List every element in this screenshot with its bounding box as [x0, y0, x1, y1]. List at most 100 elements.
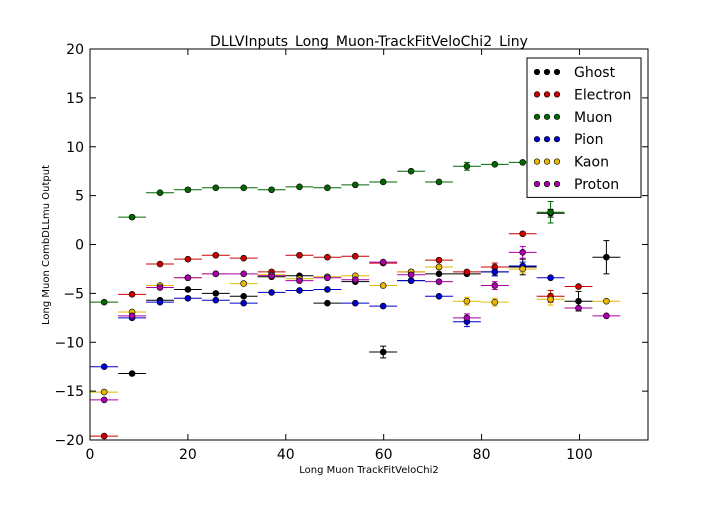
data-point [128, 213, 136, 221]
chart-title: DLLVInputs_Long_Muon-TrackFitVeloChi2_Li… [210, 34, 528, 50]
data-point [603, 297, 610, 305]
data-point [100, 363, 108, 370]
data-point [100, 298, 108, 306]
data-point [407, 271, 415, 279]
data-point [519, 249, 526, 256]
x-axis-label: Long Muon TrackFitVeloChi2 [299, 465, 438, 476]
data-point [212, 251, 220, 259]
data-point [240, 280, 247, 287]
legend-marker [543, 68, 551, 76]
legend-marker [533, 136, 541, 143]
data-point [519, 159, 526, 166]
data-point [603, 312, 610, 320]
data-point [351, 181, 359, 189]
legend: Ghost Electron Muon Pion Kaon Proton [526, 57, 642, 198]
data-point [491, 161, 499, 168]
data-point [324, 274, 331, 282]
legend-marker [553, 158, 561, 165]
data-point [435, 293, 443, 300]
legend-label: Proton [574, 177, 619, 193]
y-tick-label: 0 [75, 238, 84, 254]
data-point [463, 268, 471, 276]
data-point [491, 298, 499, 306]
data-point [547, 274, 554, 282]
data-point [407, 167, 415, 175]
data-point [491, 282, 499, 289]
legend-marker [543, 158, 551, 165]
data-point [575, 297, 582, 305]
data-point [575, 304, 582, 312]
legend-marker [553, 113, 561, 120]
y-tick-label: −20 [54, 433, 84, 449]
legend-marker [533, 91, 541, 98]
y-tick-label: 5 [75, 189, 84, 205]
data-point [212, 184, 220, 192]
data-point [296, 251, 303, 259]
legend-marker [533, 158, 541, 165]
data-point [379, 258, 387, 266]
data-point [351, 252, 359, 260]
data-point [100, 388, 108, 396]
data-point [575, 283, 582, 290]
data-point [519, 265, 526, 273]
data-point [128, 312, 136, 320]
legend-marker [533, 68, 541, 76]
data-point [324, 286, 331, 293]
data-point [351, 276, 359, 283]
x-tick-label: 40 [277, 447, 295, 463]
data-point [379, 302, 387, 310]
legend-label: Muon [574, 110, 612, 126]
legend-marker [533, 113, 541, 120]
data-point [156, 298, 164, 306]
data-point [128, 291, 136, 298]
data-point [240, 254, 247, 262]
legend-marker [553, 68, 561, 76]
data-point [296, 183, 303, 191]
data-point [240, 184, 247, 192]
legend-marker [533, 180, 541, 188]
data-point [184, 255, 192, 263]
data-point [547, 208, 554, 216]
y-tick-label: 10 [66, 140, 84, 156]
y-tick-label: −5 [63, 286, 84, 302]
data-point [351, 299, 359, 307]
legend-marker [553, 136, 561, 143]
data-point [379, 282, 387, 289]
data-point [240, 299, 247, 307]
data-point [212, 290, 220, 297]
data-point [463, 163, 471, 170]
data-point [463, 314, 471, 322]
data-point [324, 184, 331, 192]
data-point [268, 186, 275, 194]
data-point [296, 287, 303, 294]
legend-marker [543, 91, 551, 98]
data-points [100, 159, 610, 440]
data-point [240, 270, 247, 278]
legend-marker [543, 113, 551, 120]
error-bars [90, 159, 621, 438]
data-point [296, 277, 303, 284]
y-tick-label: 15 [66, 91, 84, 107]
legend-box [526, 57, 642, 198]
data-point [435, 278, 443, 285]
axis-ticks: 0 20 40 60 80 100 −20 −15 −10 −5 0 5 10 15 20 [54, 42, 648, 463]
x-tick-label: 20 [179, 447, 197, 463]
data-point [128, 370, 136, 377]
data-point [324, 299, 331, 307]
data-point [100, 396, 108, 404]
data-point [435, 263, 443, 271]
data-point [324, 253, 331, 261]
legend-label: Ghost [574, 65, 616, 81]
x-tick-label: 80 [473, 447, 491, 463]
data-point [212, 296, 220, 304]
x-tick-label: 100 [566, 447, 593, 463]
data-point [184, 294, 192, 302]
data-point [491, 268, 499, 276]
legend-marker [553, 180, 561, 188]
legend-marker [553, 91, 561, 98]
legend-label: Electron [574, 87, 631, 103]
data-point [156, 189, 164, 196]
data-point [435, 270, 443, 278]
